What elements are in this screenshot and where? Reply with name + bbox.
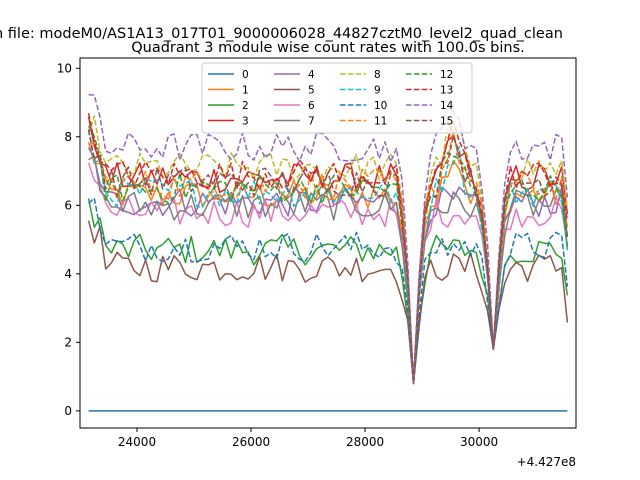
legend-label-9: 9 [374, 85, 381, 97]
series-line-12 [87, 125, 569, 385]
y-tick-label: 2 [64, 335, 72, 349]
y-tick-label: 8 [64, 130, 72, 144]
series-line-2 [87, 198, 569, 385]
y-tick-label: 4 [64, 267, 72, 281]
legend-label-10: 10 [374, 100, 387, 112]
series-line-14 [88, 93, 569, 385]
y-tick-label: 0 [64, 404, 72, 418]
series-layer [87, 93, 569, 412]
legend-label-4: 4 [308, 69, 315, 81]
legend-box [201, 62, 473, 134]
x-tick-label: 26000 [232, 435, 270, 449]
x-offset-label: +4.427e8 [517, 455, 576, 469]
x-tick-label: 30000 [460, 435, 498, 449]
series-line-15 [87, 129, 569, 385]
y-axis: 0 2 4 6 8 10 [57, 61, 80, 418]
legend-label-5: 5 [308, 85, 315, 97]
series-line-10 [88, 197, 569, 385]
chart-title: Quadrant 3 module wise count rates with … [131, 40, 525, 56]
figure-suptitle: n file: modeM0/AS1A13_017T01_9000006028_… [0, 26, 563, 42]
legend-label-6: 6 [308, 100, 315, 112]
series-line-9 [87, 129, 569, 385]
x-axis: 24000 26000 28000 30000 [118, 428, 498, 449]
legend-label-8: 8 [374, 69, 381, 81]
legend-label-0: 0 [242, 69, 249, 81]
series-line-11 [88, 129, 569, 385]
legend-label-3: 3 [242, 116, 249, 128]
legend-label-7: 7 [308, 116, 315, 128]
x-tick-label: 28000 [346, 435, 384, 449]
legend-label-14: 14 [440, 100, 454, 112]
legend-label-2: 2 [242, 100, 249, 112]
axes-frame [79, 57, 577, 429]
legend-label-15: 15 [440, 116, 453, 128]
x-tick-label: 24000 [118, 435, 156, 449]
y-tick-label: 10 [57, 61, 72, 75]
legend-label-13: 13 [440, 85, 453, 97]
legend-label-12: 12 [440, 69, 453, 81]
series-line-5 [87, 220, 569, 385]
y-tick-label: 6 [64, 198, 72, 212]
legend-label-11: 11 [374, 116, 387, 128]
legend-label-1: 1 [242, 85, 249, 97]
